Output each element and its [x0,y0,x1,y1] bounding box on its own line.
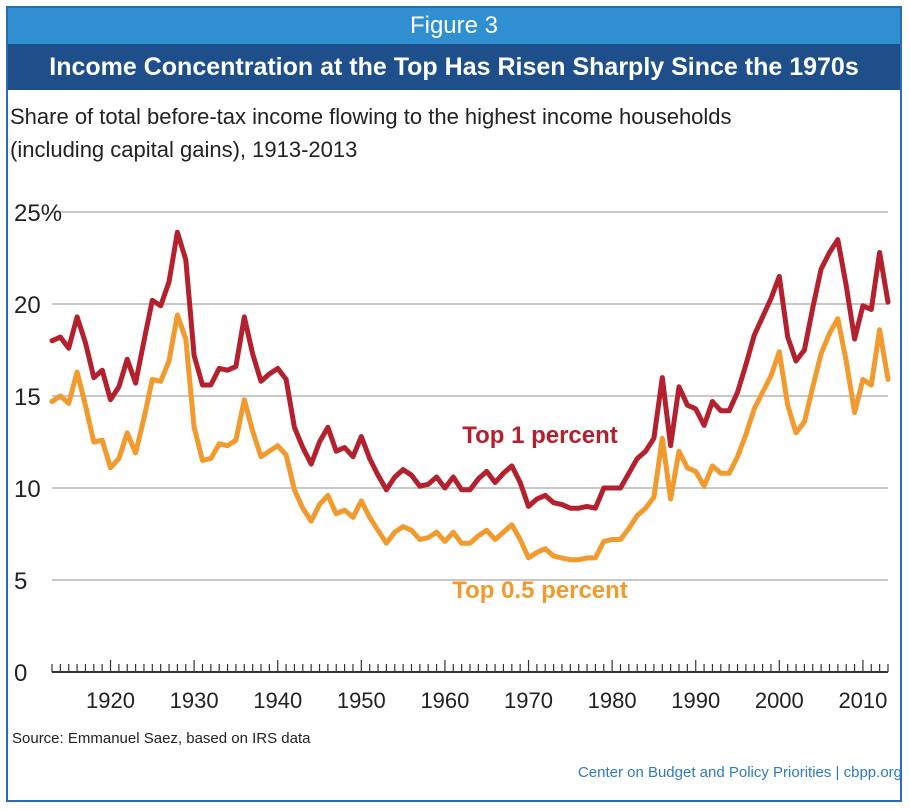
x-axis [51,660,889,673]
subtitle-line-1: Share of total before-tax income flowing… [10,104,732,129]
series-lines [49,229,891,563]
y-tick-label-20: 20 [14,292,41,319]
x-tick-label-1990: 1990 [671,688,720,713]
y-tick-label-0: 0 [14,660,27,687]
x-tick-label-1930: 1930 [170,688,219,713]
chart-title: Income Concentration at the Top Has Rise… [8,44,900,90]
annotation-top-1-percent: Top 1 percent [462,422,618,449]
series-line-top-0-5-percent [49,312,891,563]
y-tick-label-10: 10 [14,476,41,503]
y-axis-tick-labels: 0 5 10 15 20 25% [14,200,62,687]
chart-subtitle: Share of total before-tax income flowing… [10,100,870,166]
subtitle-line-2: (including capital gains), 1913-2013 [10,137,358,162]
y-tick-label-15: 15 [14,384,41,411]
figure-label: Figure 3 [8,8,900,44]
series-annotations: Top 1 percent Top 0.5 percent [452,422,628,604]
x-tick-label-1980: 1980 [588,688,637,713]
x-tick-label-1920: 1920 [86,688,135,713]
x-tick-label-1960: 1960 [420,688,469,713]
series-line-top-1-percent [49,229,891,511]
x-tick-label-1950: 1950 [337,688,386,713]
x-tick-label-1970: 1970 [504,688,553,713]
source-note: Source: Emmanuel Saez, based on IRS data [12,730,311,747]
y-tick-label-25: 25% [14,200,62,227]
x-axis-tick-labels: 1920 1930 1940 1950 1960 1970 1980 1990 2000 2010 [86,688,887,713]
x-tick-label-1940: 1940 [253,688,302,713]
x-tick-label-2000: 2000 [755,688,804,713]
x-tick-label-2010: 2010 [838,688,887,713]
credit-line: Center on Budget and Policy Priorities |… [577,764,902,781]
annotation-top-0-5-percent: Top 0.5 percent [452,577,628,604]
y-tick-label-5: 5 [14,568,27,595]
figure-frame: Figure 3 Income Concentration at the Top… [6,6,902,802]
